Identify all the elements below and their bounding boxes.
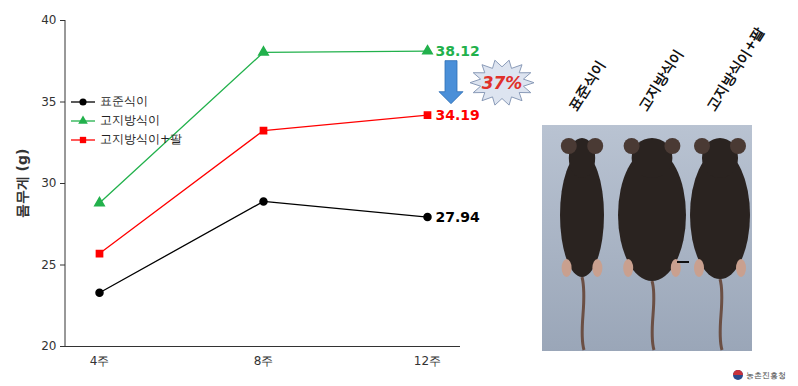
html-text:표준식이: 표준식이: [100, 94, 148, 108]
svg-text:8주: 8주: [254, 354, 274, 368]
svg-text:고지방식이: 고지방식이: [635, 46, 686, 114]
svg-text:4주: 4주: [90, 354, 110, 368]
html-text:고지방식이+팔: 고지방식이+팔: [100, 132, 183, 146]
svg-text:35: 35: [41, 95, 56, 109]
svg-text:고지방식이+팔: 고지방식이+팔: [703, 24, 767, 114]
svg-text:농촌진흥청: 농촌진흥청: [746, 371, 786, 380]
svg-text:25: 25: [41, 258, 56, 272]
svg-text:12주: 12주: [414, 354, 441, 368]
svg-text:40: 40: [41, 13, 56, 27]
svg-text:37%: 37%: [482, 73, 523, 93]
html-text:고지방식이: 고지방식이: [100, 113, 160, 127]
svg-text:30: 30: [41, 176, 56, 190]
svg-text:몸무게 (g): 몸무게 (g): [14, 149, 30, 219]
svg-text:38.12: 38.12: [436, 43, 480, 59]
svg-text:표준식이: 표준식이: [565, 58, 608, 114]
svg-text:34.19: 34.19: [436, 107, 480, 123]
svg-text:20: 20: [41, 339, 56, 353]
svg-text:27.94: 27.94: [436, 209, 481, 225]
